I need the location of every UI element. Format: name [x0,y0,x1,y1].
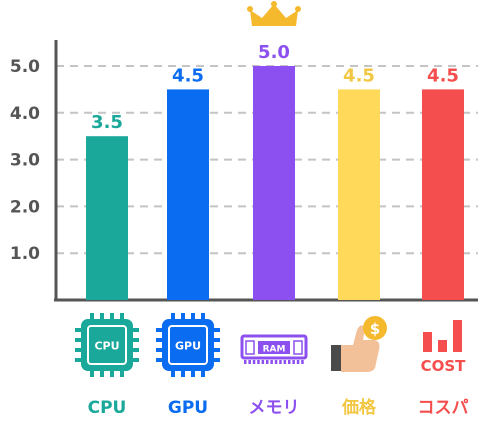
bar [167,89,209,301]
category-labels: CPU GPU メモリ 価格 コスパ [88,397,469,418]
bar [422,89,464,301]
y-tick-label: 2.0 [10,197,40,217]
category-label: GPU [168,398,208,418]
bar [338,89,380,301]
gpu-chip-text: GPU [175,340,201,353]
bar [253,66,295,300]
y-tick-label: 5.0 [10,57,40,77]
cost-text: COST [421,357,467,375]
gpu-chip-icon: GPU [156,313,220,377]
ram-text: RAM [263,345,286,355]
cpu-chip-text: CPU [94,340,119,353]
ram-module-icon: RAM [240,334,308,364]
category-label: 価格 [341,397,377,418]
category-icons: CPU GPU RAM $ COST [75,1,466,377]
y-tick-labels: 1.0 2.0 3.0 4.0 5.0 [10,57,40,264]
cost-bar-icon: COST [421,320,467,375]
category-label: メモリ [249,398,300,418]
price-thumbs-up-icon: $ [331,316,387,372]
y-tick-label: 1.0 [10,244,40,264]
bars [86,66,464,301]
coin-text: $ [370,320,380,338]
value-label: 5.0 [258,42,290,63]
y-tick-label: 4.0 [10,104,40,124]
value-label: 4.5 [172,65,204,86]
bar [86,136,128,300]
value-label: 4.5 [427,65,459,86]
y-tick-label: 3.0 [10,151,40,171]
category-label: コスパ [418,398,469,418]
value-label: 4.5 [343,65,375,86]
crown-icon [247,1,301,26]
value-label: 3.5 [91,112,123,133]
value-labels: 3.5 4.5 5.0 4.5 4.5 [91,42,459,133]
category-label: CPU [88,398,127,418]
cpu-chip-icon: CPU [75,313,139,377]
